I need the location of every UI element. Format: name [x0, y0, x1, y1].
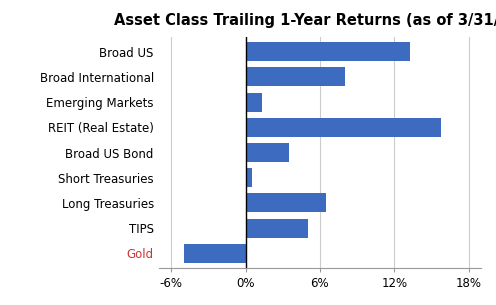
Bar — [246, 67, 345, 86]
Bar — [246, 168, 251, 187]
Bar — [246, 193, 326, 212]
Bar — [184, 244, 246, 263]
Bar — [246, 93, 262, 112]
Bar — [246, 219, 308, 238]
Bar — [246, 42, 410, 61]
Bar — [246, 143, 289, 162]
Bar — [246, 118, 441, 137]
Title: Asset Class Trailing 1-Year Returns (as of 3/31/13): Asset Class Trailing 1-Year Returns (as … — [114, 13, 496, 28]
